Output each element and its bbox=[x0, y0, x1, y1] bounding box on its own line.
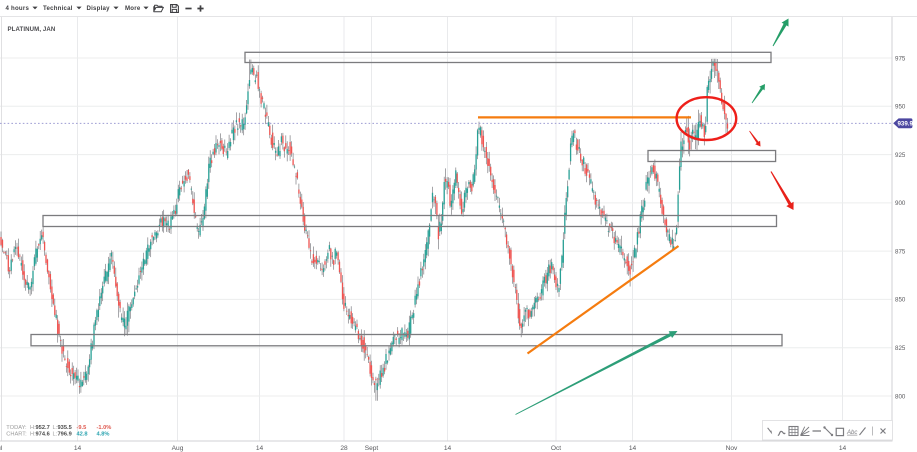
svg-text:L:: L: bbox=[53, 432, 58, 438]
svg-text:825: 825 bbox=[895, 345, 906, 352]
svg-text:14: 14 bbox=[256, 445, 264, 452]
svg-text:950: 950 bbox=[895, 104, 906, 111]
svg-text:14: 14 bbox=[629, 445, 637, 452]
svg-text:975: 975 bbox=[895, 55, 906, 62]
svg-text:875: 875 bbox=[895, 248, 906, 255]
svg-text:925: 925 bbox=[895, 152, 906, 159]
svg-text:935.5: 935.5 bbox=[58, 425, 72, 431]
svg-text:CHART:: CHART: bbox=[6, 432, 27, 438]
svg-text:4.8%: 4.8% bbox=[97, 432, 110, 438]
svg-text:796.9: 796.9 bbox=[58, 432, 72, 438]
svg-text:Oct: Oct bbox=[551, 445, 561, 452]
svg-text:Aug: Aug bbox=[172, 445, 184, 452]
svg-text:H:: H: bbox=[30, 432, 36, 438]
svg-text:PLATINUM, JAN: PLATINUM, JAN bbox=[8, 26, 56, 33]
svg-text:Sept: Sept bbox=[365, 445, 379, 452]
svg-text:14: 14 bbox=[839, 445, 847, 452]
svg-text:42.8: 42.8 bbox=[77, 432, 88, 438]
svg-text:Abc: Abc bbox=[846, 430, 857, 436]
svg-text:-1.0%: -1.0% bbox=[97, 425, 112, 431]
svg-text:14: 14 bbox=[74, 445, 82, 452]
svg-text:14: 14 bbox=[444, 445, 452, 452]
svg-text:28: 28 bbox=[340, 445, 348, 452]
svg-text:H:: H: bbox=[30, 425, 36, 431]
svg-text:939.9: 939.9 bbox=[897, 121, 913, 128]
svg-text:L:: L: bbox=[53, 425, 58, 431]
svg-text:952.7: 952.7 bbox=[36, 425, 50, 431]
svg-text:850: 850 bbox=[895, 297, 906, 304]
svg-text:800: 800 bbox=[895, 393, 906, 400]
svg-text:Nov: Nov bbox=[726, 445, 738, 452]
svg-text:Jul: Jul bbox=[0, 445, 3, 452]
svg-text:974.6: 974.6 bbox=[36, 432, 50, 438]
svg-text:-9.5: -9.5 bbox=[77, 425, 87, 431]
svg-text:900: 900 bbox=[895, 200, 906, 207]
svg-text:TODAY:: TODAY: bbox=[6, 425, 27, 431]
